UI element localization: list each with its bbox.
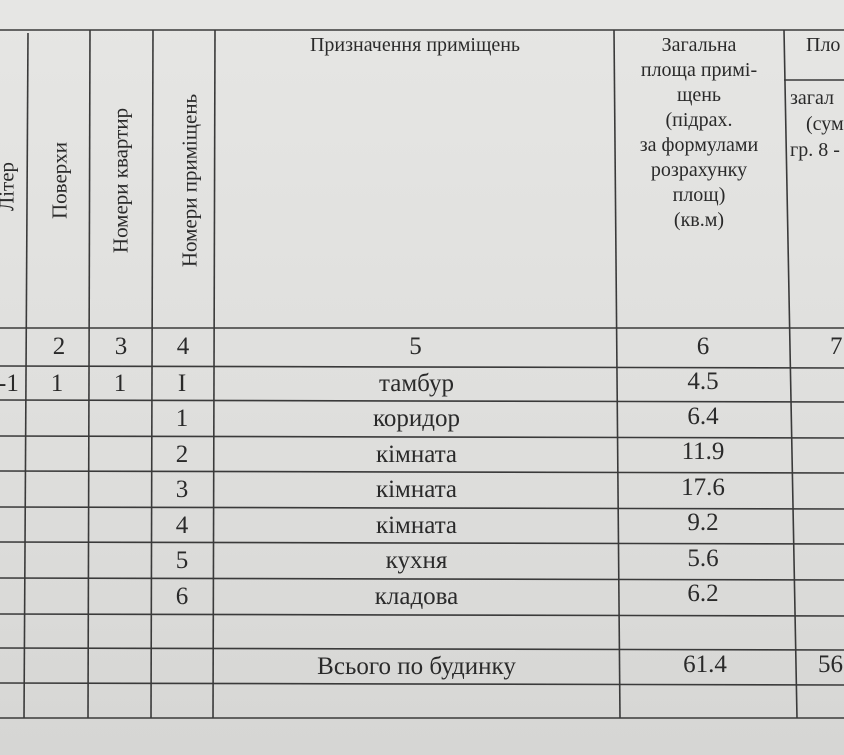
header-apartments: Номери квартир <box>108 107 133 254</box>
header-col7-top: Пло <box>806 34 841 56</box>
row-3-area: 11.9 <box>681 438 725 465</box>
row-3-room: 2 <box>175 441 189 468</box>
row-6-name: кухня <box>385 547 448 574</box>
row-2-name: коридор <box>373 405 460 432</box>
colnum-2: 2 <box>52 333 66 360</box>
row-4-room: 3 <box>175 476 189 503</box>
row-5-area: 9.2 <box>687 509 719 536</box>
row-1-liter: -1 <box>0 370 19 397</box>
header-total-area: Загальна площа примі- щень (підрах. за ф… <box>639 34 759 231</box>
colnum-4: 4 <box>176 333 190 360</box>
header-liter: Літер <box>0 161 19 212</box>
header-col7-line2: (сум <box>806 113 844 135</box>
row-2-area: 6.4 <box>687 403 719 430</box>
row-1-area: 4.5 <box>687 368 719 395</box>
colnum-3: 3 <box>114 333 128 360</box>
header-floors: Поверхи <box>47 141 72 220</box>
total-col7: 56 <box>818 651 843 678</box>
row-1-name: тамбур <box>379 370 454 397</box>
row-5-room: 4 <box>175 512 189 539</box>
row-6-area: 5.6 <box>687 545 719 572</box>
row-7-area: 6.2 <box>687 580 719 607</box>
row-4-area: 17.6 <box>681 474 725 501</box>
row-3-name: кімната <box>375 441 458 468</box>
row-5-name: кімната <box>375 512 458 539</box>
row-7-room: 6 <box>175 583 189 610</box>
row-2-room: 1 <box>175 405 189 432</box>
total-label: Всього по будинку <box>317 653 516 680</box>
colnum-7: 7 <box>830 333 843 360</box>
colnum-5: 5 <box>409 333 422 360</box>
header-rooms: Номери приміщень <box>177 93 202 268</box>
row-4-name: кімната <box>375 476 458 503</box>
row-1-room: I <box>177 370 187 397</box>
header-col7-line3: гр. 8 - <box>790 139 840 161</box>
row-1-floor: 1 <box>50 370 64 397</box>
colnum-6: 6 <box>696 333 710 360</box>
total-area: 61.4 <box>683 651 727 678</box>
row-7-name: кладова <box>374 583 459 610</box>
row-6-room: 5 <box>175 547 189 574</box>
header-purpose: Призначення приміщень <box>309 34 521 56</box>
header-col7-line1: загал <box>790 87 835 109</box>
row-1-apt: 1 <box>113 370 127 397</box>
